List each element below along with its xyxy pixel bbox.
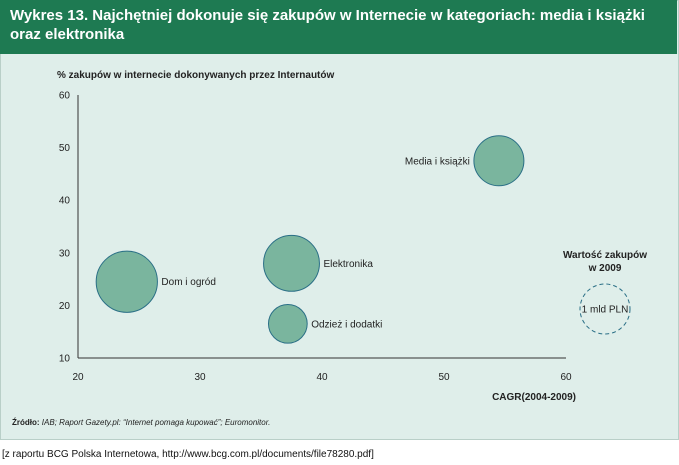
bubble-label: Odzież i dodatki: [311, 319, 382, 330]
y-tick-label: 10: [59, 354, 71, 365]
source-text: IAB; Raport Gazety.pl: “Internet pomaga …: [39, 418, 271, 427]
legend-bubble-label: 1 mld PLN: [582, 305, 629, 316]
y-tick-label: 40: [59, 196, 71, 207]
x-tick-label: 50: [438, 372, 450, 383]
bubble: [263, 234, 320, 292]
source-note: Źródło: IAB; Raport Gazety.pl: “Internet…: [12, 418, 270, 427]
legend-title-line1: Wartość zakupów: [562, 250, 648, 261]
bubble: [473, 135, 525, 187]
source-label: Źródło:: [12, 418, 40, 427]
chart-title: Wykres 13. Najchętniej dokonuje się zaku…: [0, 0, 677, 54]
x-tick-label: 30: [194, 372, 206, 383]
x-tick-label: 60: [560, 372, 572, 383]
x-tick-label: 20: [72, 372, 84, 383]
bubble-label: Media i książki: [405, 156, 470, 167]
y-tick-label: 30: [59, 248, 71, 259]
y-tick-label: 20: [59, 301, 71, 312]
y-tick-label: 60: [59, 91, 71, 102]
chart-frame: [0, 0, 679, 440]
y-tick-label: 50: [59, 143, 71, 154]
bubble: [95, 250, 158, 313]
legend-bubble: [579, 283, 631, 335]
y-axis-label: % zakupów w internecie dokonywanych prze…: [57, 70, 335, 81]
legend-title-line2: w 2009: [588, 263, 622, 274]
caption-link[interactable]: [z raportu BCG Polska Internetowa, http:…: [2, 449, 374, 460]
x-axis-label: CAGR(2004-2009): [492, 392, 576, 403]
x-tick-label: 40: [316, 372, 328, 383]
bubble-label: Dom i ogród: [161, 277, 215, 288]
bubble: [267, 303, 308, 344]
legend-title: Wartość zakupów w 2009: [545, 249, 665, 275]
bubble-label: Elektronika: [323, 259, 373, 270]
